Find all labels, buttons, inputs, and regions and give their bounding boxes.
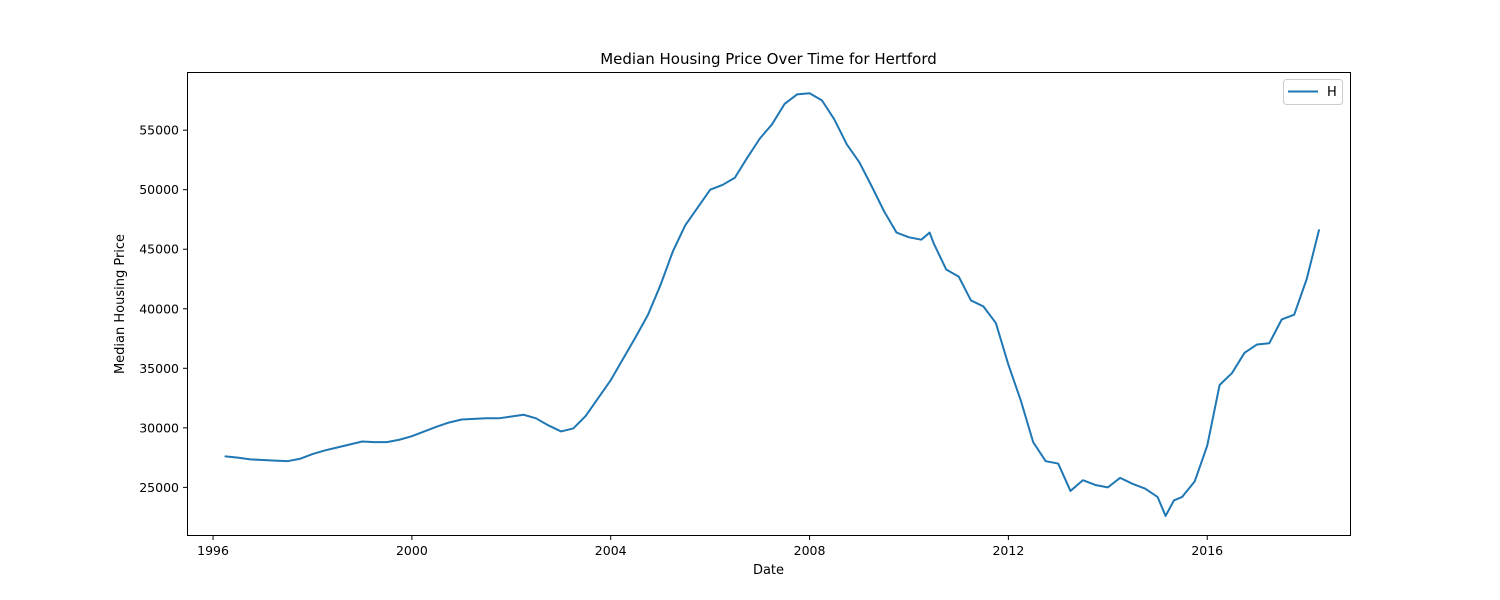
x-tick-label: 2008	[794, 543, 826, 558]
chart-title: Median Housing Price Over Time for Hertf…	[600, 50, 937, 68]
series-line-0	[224, 92, 1320, 517]
y-tick-label: 45000	[139, 242, 179, 257]
x-tick-label: 2016	[1191, 543, 1223, 558]
x-tick-label: 1996	[197, 543, 229, 558]
x-tick-label: 2012	[992, 543, 1024, 558]
x-tick-label: 2004	[595, 543, 627, 558]
plot-lines	[224, 92, 1320, 517]
legend-label: H	[1327, 85, 1337, 100]
plot-area-frame	[187, 72, 1351, 536]
y-tick-label: 25000	[139, 480, 179, 495]
x-axis-label: Date	[753, 563, 784, 578]
y-tick-label: 55000	[139, 123, 179, 138]
y-axis-label: Median Housing Price	[113, 234, 128, 374]
legend: H	[1283, 79, 1343, 105]
y-tick-label: 50000	[139, 182, 179, 197]
x-axis-ticks: 1996 2000 2004 2008 2012 2016	[197, 535, 1223, 558]
x-tick-label: 2000	[396, 543, 428, 558]
y-axis-ticks: 25000 30000 35000 40000 45000 50000 55000	[139, 123, 188, 495]
y-tick-label: 35000	[139, 361, 179, 376]
y-tick-label: 40000	[139, 301, 179, 316]
y-tick-label: 30000	[139, 420, 179, 435]
